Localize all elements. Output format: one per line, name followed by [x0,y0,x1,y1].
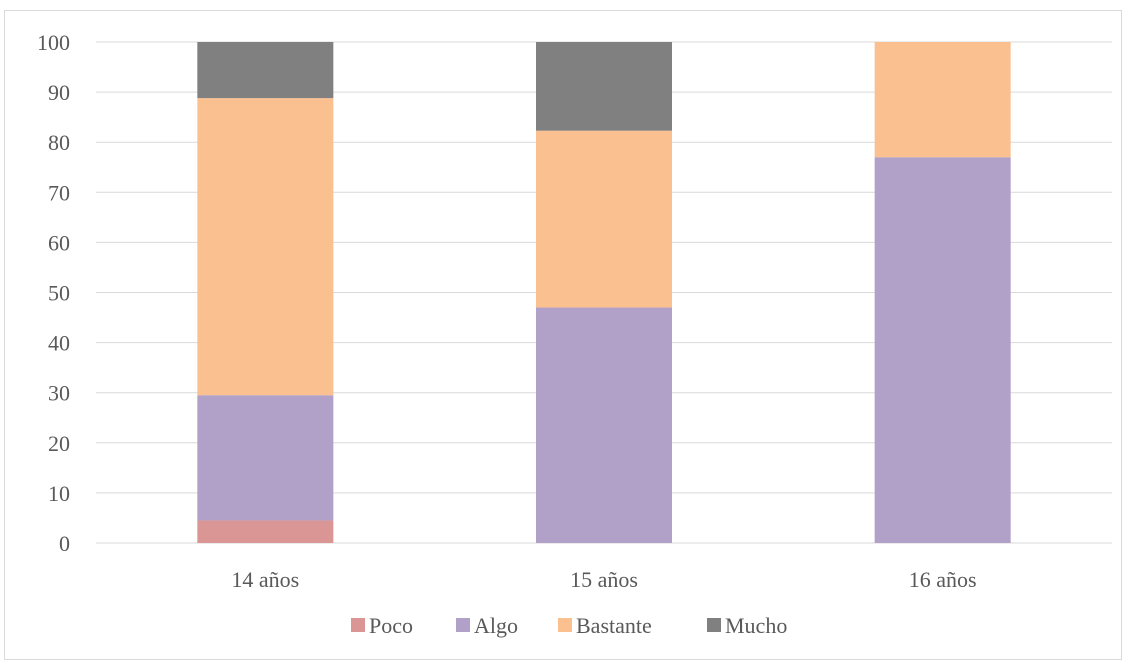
y-tick-label: 80 [48,130,70,155]
y-tick-label: 100 [37,30,70,55]
x-tick-label: 16 años [909,567,977,592]
bar-segment-poco [197,520,334,543]
legend-swatch-mucho [707,618,721,632]
legend: Poco Algo Bastante Mucho [351,613,787,638]
bar-segment-bastante [197,98,334,396]
bar-segment-bastante [874,42,1011,158]
x-tick-label: 15 años [570,567,638,592]
x-axis-tick-labels: 14 años 15 años 16 años [231,567,976,592]
y-tick-label: 70 [48,180,70,205]
y-tick-label: 40 [48,331,70,356]
legend-swatch-bastante [558,618,572,632]
bar-segment-bastante [536,130,672,308]
legend-swatch-poco [351,618,365,632]
y-axis-tick-labels: 0 10 20 30 40 50 60 70 80 90 100 [37,30,70,556]
x-tick-label: 14 años [231,567,299,592]
legend-label-algo: Algo [474,613,518,638]
bar-segment-algo [197,395,334,521]
y-tick-label: 50 [48,281,70,306]
legend-label-poco: Poco [369,613,413,638]
bar-segment-mucho [536,42,672,131]
legend-label-mucho: Mucho [725,613,787,638]
legend-label-bastante: Bastante [576,613,652,638]
y-tick-label: 90 [48,80,70,105]
y-tick-label: 10 [48,481,70,506]
y-tick-label: 60 [48,230,70,255]
legend-swatch-algo [456,618,470,632]
bar-segment-algo [874,157,1011,544]
y-tick-label: 30 [48,381,70,406]
y-tick-label: 20 [48,431,70,456]
bar-segment-algo [536,307,672,543]
bars [197,42,1011,544]
y-tick-label: 0 [59,531,70,556]
bar-segment-mucho [197,42,334,99]
